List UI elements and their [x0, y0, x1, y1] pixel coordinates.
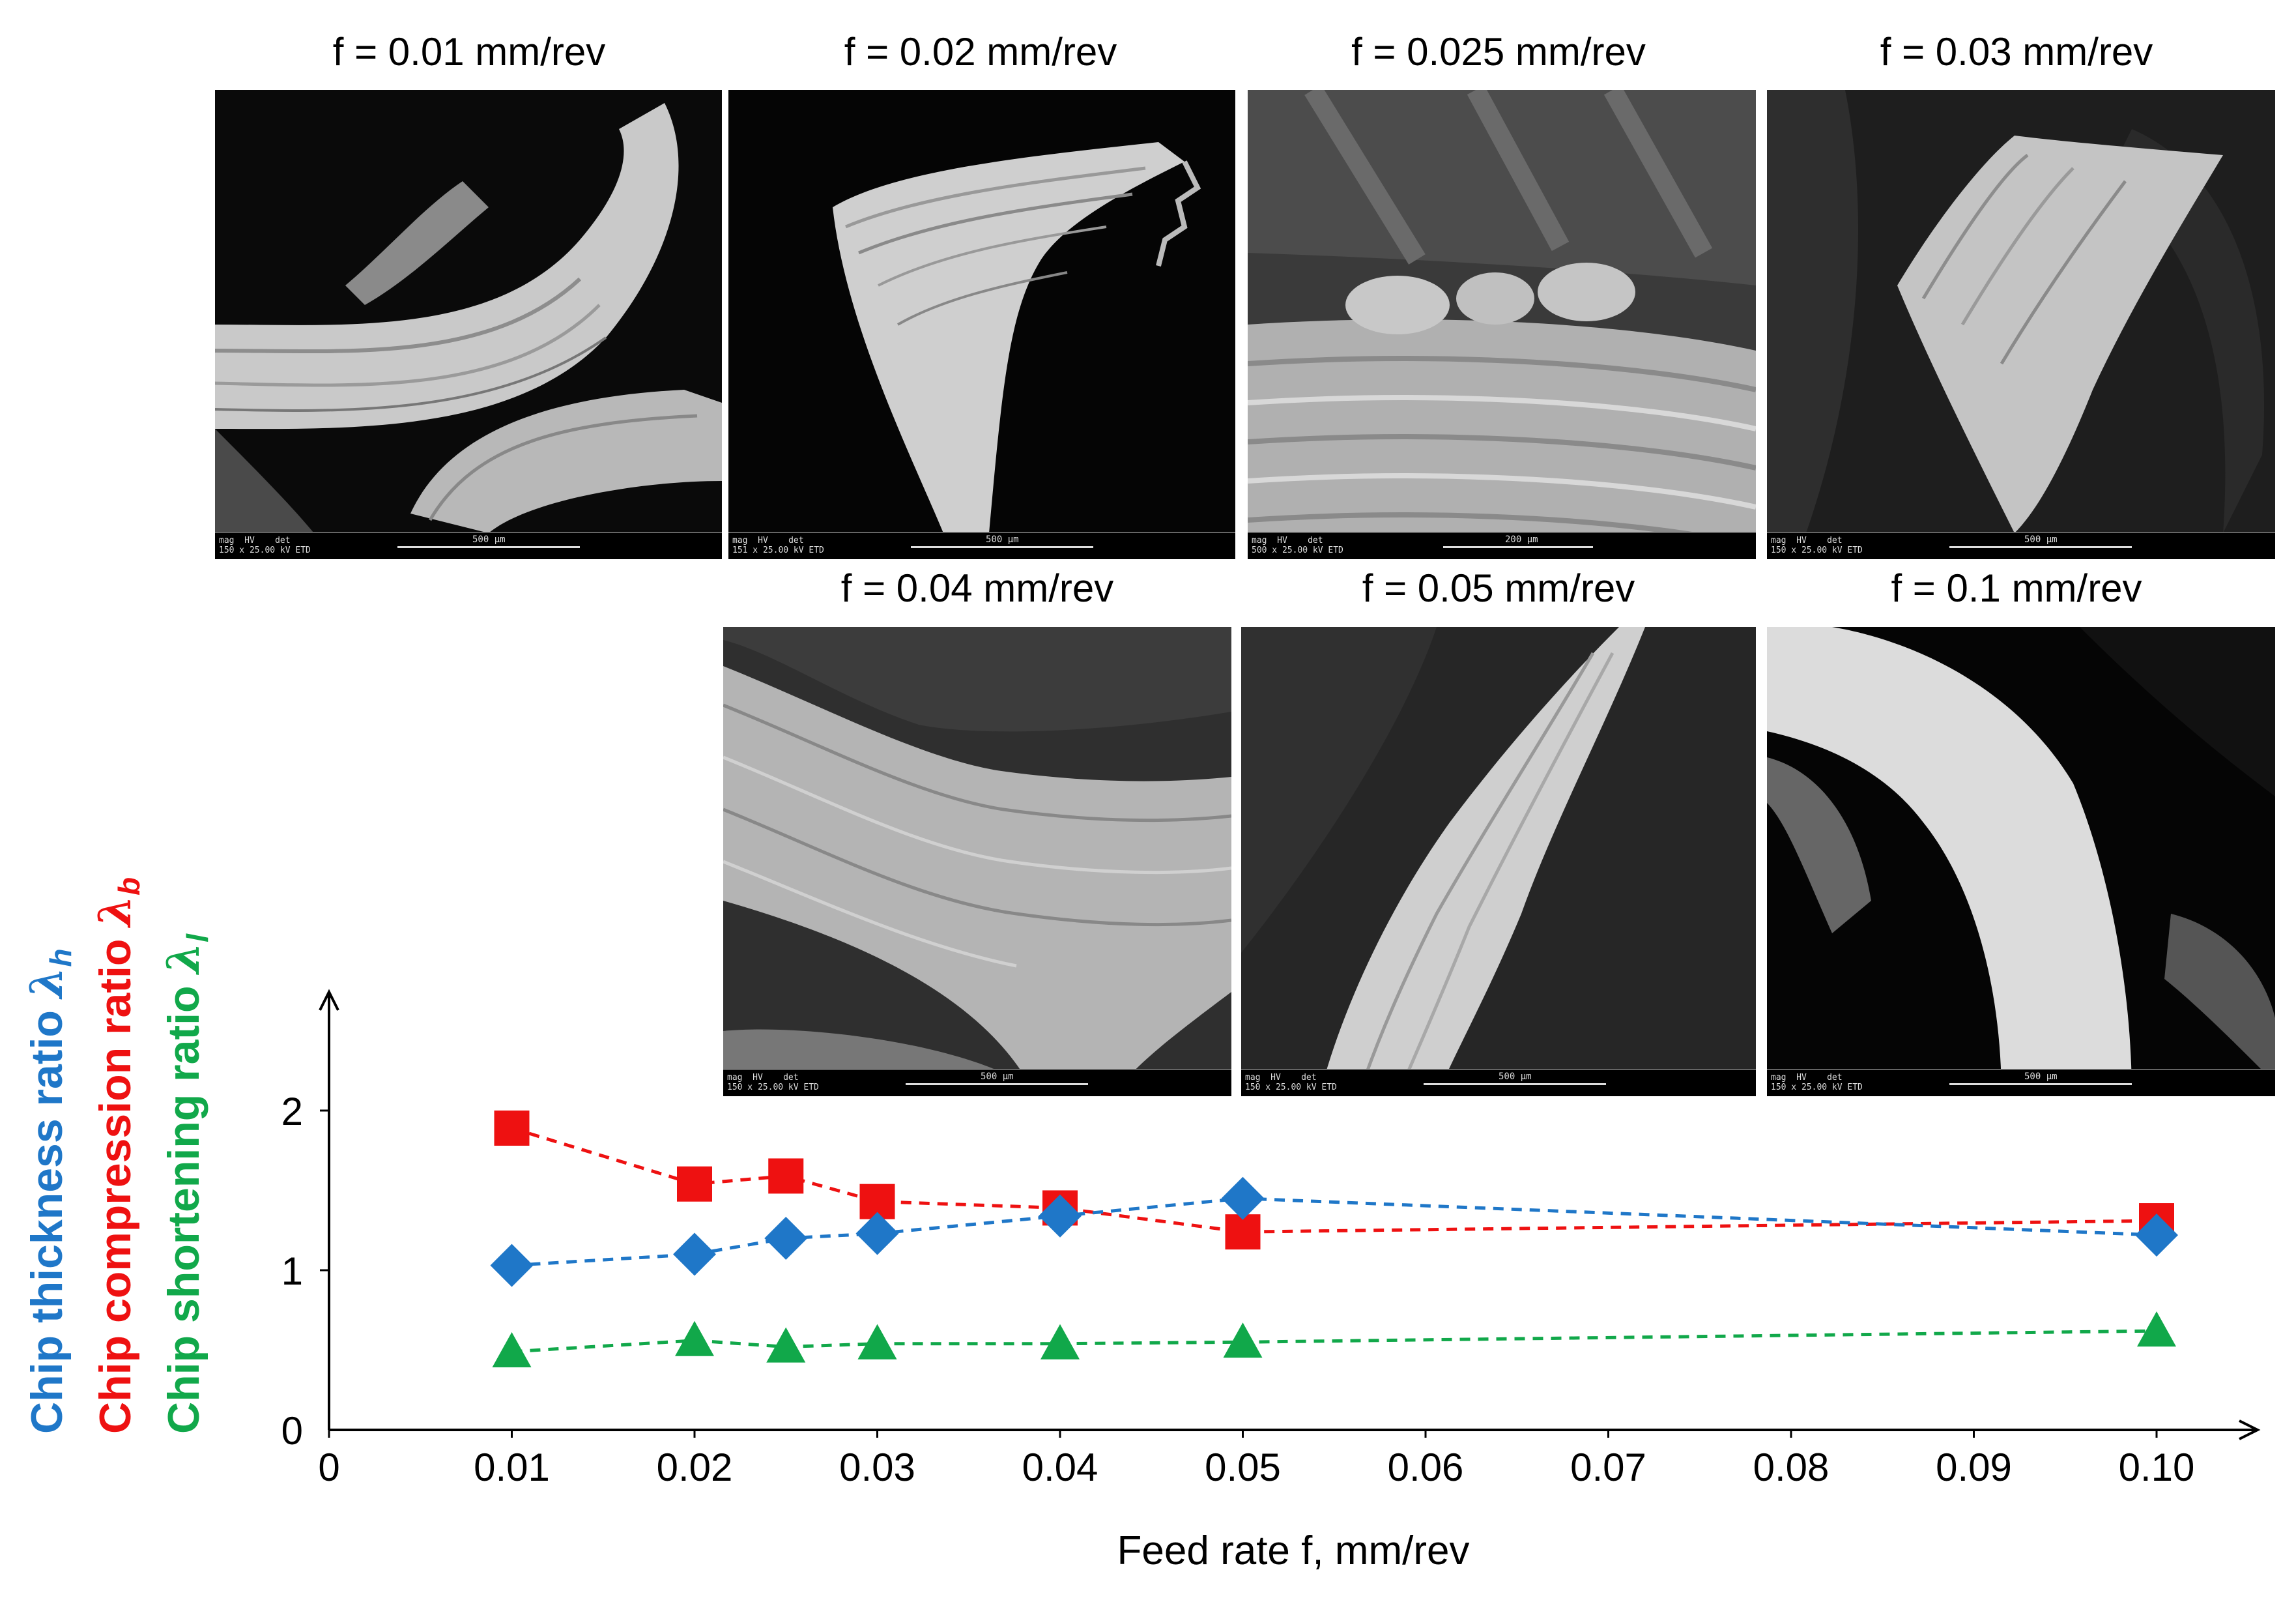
data-point-square [2139, 1203, 2174, 1239]
scale-label: 500 µm [986, 534, 1019, 545]
scale-bar [906, 1083, 1088, 1085]
x-tick-label: 0.08 [1753, 1446, 1830, 1489]
data-point-triangle [492, 1331, 532, 1367]
sem-micrograph-f-0-1: mag HV det 150 x 25.00 kV ETD 500 µm [1767, 627, 2275, 1096]
sem-parameters: mag HV det 150 x 25.00 kV ETD [1771, 1073, 1863, 1092]
y-label-text: Chip thickness ratio λh [21, 948, 78, 1434]
sem-micrograph-f-0-01: mag HV det 150 x 25.00 kV ETD 500 µm [215, 90, 722, 559]
sem-parameters: mag HV det 150 x 25.00 kV ETD [1771, 536, 1863, 555]
data-point-diamond [490, 1244, 534, 1287]
caption-f-0-02: f = 0.02 mm/rev [844, 30, 1117, 74]
sem-parameters: mag HV det 150 x 25.00 kV ETD [219, 536, 311, 555]
chart-series [490, 1110, 2178, 1367]
chip-image [728, 90, 1235, 559]
caption-f-0-03: f = 0.03 mm/rev [1880, 30, 2153, 74]
caption-f-0-04: f = 0.04 mm/rev [840, 566, 1114, 610]
chip-image [1241, 627, 1756, 1096]
sem-micrograph-f-0-02: mag HV det 151 x 25.00 kV ETD 500 µm [728, 90, 1235, 559]
x-tick-label: 0.10 [2119, 1446, 2195, 1489]
scale-bar [911, 546, 1093, 548]
scale-label: 500 µm [472, 534, 506, 545]
data-point-triangle [1040, 1324, 1080, 1360]
scale-label: 500 µm [1499, 1071, 1532, 1082]
x-tick-label: 0.04 [1022, 1446, 1098, 1489]
scale-bar [1949, 546, 2132, 548]
data-point-diamond [764, 1217, 808, 1260]
x-tick-label: 0.06 [1388, 1446, 1464, 1489]
sem-micrograph-f-0-04: mag HV det 150 x 25.00 kV ETD 500 µm [723, 627, 1231, 1096]
data-point-square [768, 1158, 804, 1194]
chip-image [1248, 90, 1756, 559]
series-line-triangle [511, 1329, 2157, 1354]
x-axis-label: Feed rate f, mm/rev [1117, 1528, 1470, 1573]
y-axis-arrow [319, 989, 339, 1011]
series-line-square [511, 1126, 2157, 1234]
x-tick-label: 0.03 [839, 1446, 915, 1489]
scale-bar [397, 546, 580, 548]
chip-image [1767, 90, 2275, 559]
sem-info-bar: mag HV det 150 x 25.00 kV ETD 500 µm [723, 1069, 1231, 1096]
data-point-triangle [766, 1327, 806, 1363]
data-point-triangle [675, 1320, 714, 1356]
scale-label: 200 µm [1505, 534, 1538, 545]
chip-image [215, 90, 722, 559]
scale-bar [1443, 546, 1593, 548]
data-point-square [1042, 1190, 1078, 1226]
y-label-text: Chip shortening ratio λl [158, 933, 214, 1434]
sem-parameters: mag HV det 150 x 25.00 kV ETD [727, 1073, 819, 1092]
y-tick-label: 2 [281, 1090, 303, 1133]
sem-info-bar: mag HV det 500 x 25.00 kV ETD 200 µm [1248, 532, 1756, 559]
y-axis-label: Chip thickness ratio λh [21, 948, 78, 1434]
scale-label: 500 µm [2024, 1071, 2058, 1082]
sem-parameters: mag HV det 500 x 25.00 kV ETD [1252, 536, 1343, 555]
sem-micrograph-f-0-03: mag HV det 150 x 25.00 kV ETD 500 µm [1767, 90, 2275, 559]
x-tick-label: 0.07 [1570, 1446, 1646, 1489]
series-line-diamond [511, 1197, 2157, 1268]
x-axis-arrow [2239, 1419, 2261, 1440]
data-point-triangle [857, 1324, 897, 1360]
chip-image [1767, 627, 2275, 1096]
sem-info-bar: mag HV det 151 x 25.00 kV ETD 500 µm [728, 532, 1235, 559]
sem-info-bar: mag HV det 150 x 25.00 kV ETD 500 µm [215, 532, 722, 559]
y-label-text: Chip compression ratio λb [89, 877, 146, 1434]
sem-parameters: mag HV det 151 x 25.00 kV ETD [732, 536, 824, 555]
sem-micrograph-f-0-025: mag HV det 500 x 25.00 kV ETD 200 µm [1248, 90, 1756, 559]
data-point-diamond [1221, 1176, 1265, 1220]
y-tick-label: 1 [281, 1249, 303, 1293]
caption-f-0-1: f = 0.1 mm/rev [1891, 566, 2142, 610]
x-tick-label: 0.09 [1936, 1446, 2012, 1489]
sem-micrograph-f-0-05: mag HV det 150 x 25.00 kV ETD 500 µm [1241, 627, 1756, 1096]
scale-bar [1424, 1083, 1606, 1085]
data-point-square [859, 1184, 895, 1219]
data-point-diamond [855, 1212, 899, 1255]
data-point-diamond [1039, 1194, 1082, 1238]
y-axis-label: Chip compression ratio λb [89, 877, 146, 1434]
caption-f-0-025: f = 0.025 mm/rev [1351, 30, 1646, 74]
y-tick-label: 0 [281, 1409, 303, 1453]
x-tick-label: 0.02 [657, 1446, 733, 1489]
chip-image [723, 627, 1231, 1096]
data-point-triangle [2137, 1311, 2176, 1347]
sem-info-bar: mag HV det 150 x 25.00 kV ETD 500 µm [1767, 532, 2275, 559]
scale-label: 500 µm [2024, 534, 2058, 545]
y-axis-label: Chip shortening ratio λl [158, 933, 214, 1434]
scale-label: 500 µm [981, 1071, 1014, 1082]
x-tick-label: 0.01 [474, 1446, 550, 1489]
x-tick-label: 0 [318, 1446, 339, 1489]
data-point-diamond [2135, 1214, 2178, 1257]
sem-info-bar: mag HV det 150 x 25.00 kV ETD 500 µm [1767, 1069, 2275, 1096]
data-point-diamond [673, 1232, 716, 1276]
x-tick-label: 0.05 [1205, 1446, 1281, 1489]
data-point-square [1225, 1214, 1261, 1250]
caption-f-0-05: f = 0.05 mm/rev [1362, 566, 1635, 610]
sem-parameters: mag HV det 150 x 25.00 kV ETD [1245, 1073, 1337, 1092]
caption-f-0-01: f = 0.01 mm/rev [332, 30, 606, 74]
scale-bar [1949, 1083, 2132, 1085]
data-point-square [677, 1166, 712, 1202]
data-point-triangle [1223, 1322, 1263, 1358]
data-point-square [494, 1110, 530, 1146]
sem-info-bar: mag HV det 150 x 25.00 kV ETD 500 µm [1241, 1069, 1756, 1096]
